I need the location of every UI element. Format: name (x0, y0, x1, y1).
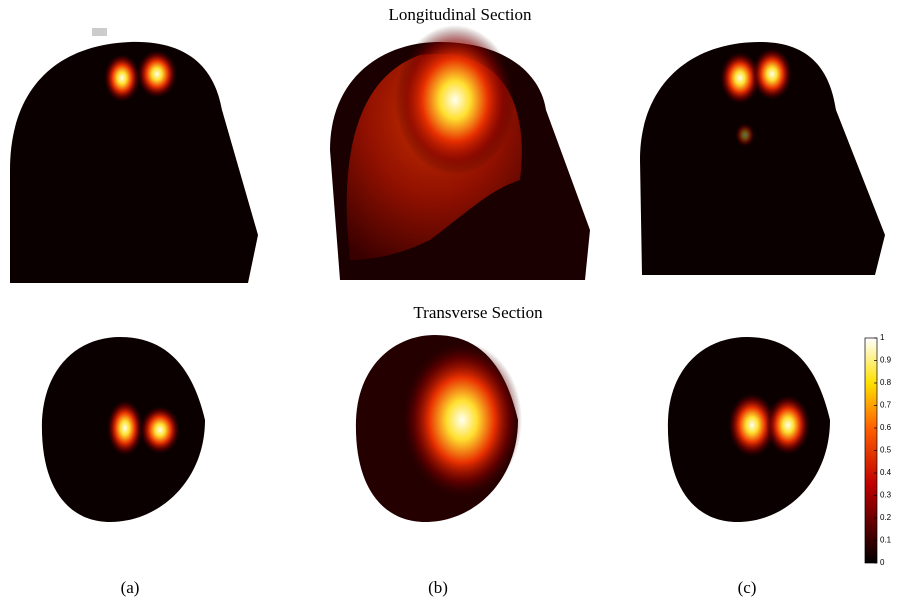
panel-label: (a) (121, 578, 140, 597)
colorbar-tick-label: 0 (880, 558, 885, 567)
section-title: Longitudinal Section (388, 5, 532, 24)
colorbar-tick-label: 0.9 (880, 356, 892, 365)
figure: Longitudinal Section Transverse Section … (0, 0, 901, 606)
colorbar-tick-label: 0.7 (880, 401, 892, 410)
panel-c-transverse (668, 337, 830, 522)
panel-b-longitudinal (330, 25, 590, 280)
colorbar-tick-label: 0.1 (880, 536, 892, 545)
panel-label: (c) (738, 578, 757, 597)
panel-label: (b) (428, 578, 448, 597)
marker (92, 28, 107, 36)
colorbar-tick-label: 0.2 (880, 513, 892, 522)
panel-a-transverse (42, 337, 205, 522)
colorbar-tick-label: 0.8 (880, 378, 892, 387)
section-title: Transverse Section (413, 303, 543, 322)
panel-b-transverse (356, 335, 522, 522)
panel-c-longitudinal (640, 42, 885, 275)
colorbar-tick-label: 1 (880, 333, 885, 342)
colorbar-tick-label: 0.3 (880, 491, 892, 500)
colorbar-tick-label: 0.5 (880, 446, 892, 455)
colorbar-tick-label: 0.4 (880, 468, 892, 477)
colorbar-tick-label: 0.6 (880, 423, 892, 432)
panel-a-longitudinal (10, 42, 258, 283)
